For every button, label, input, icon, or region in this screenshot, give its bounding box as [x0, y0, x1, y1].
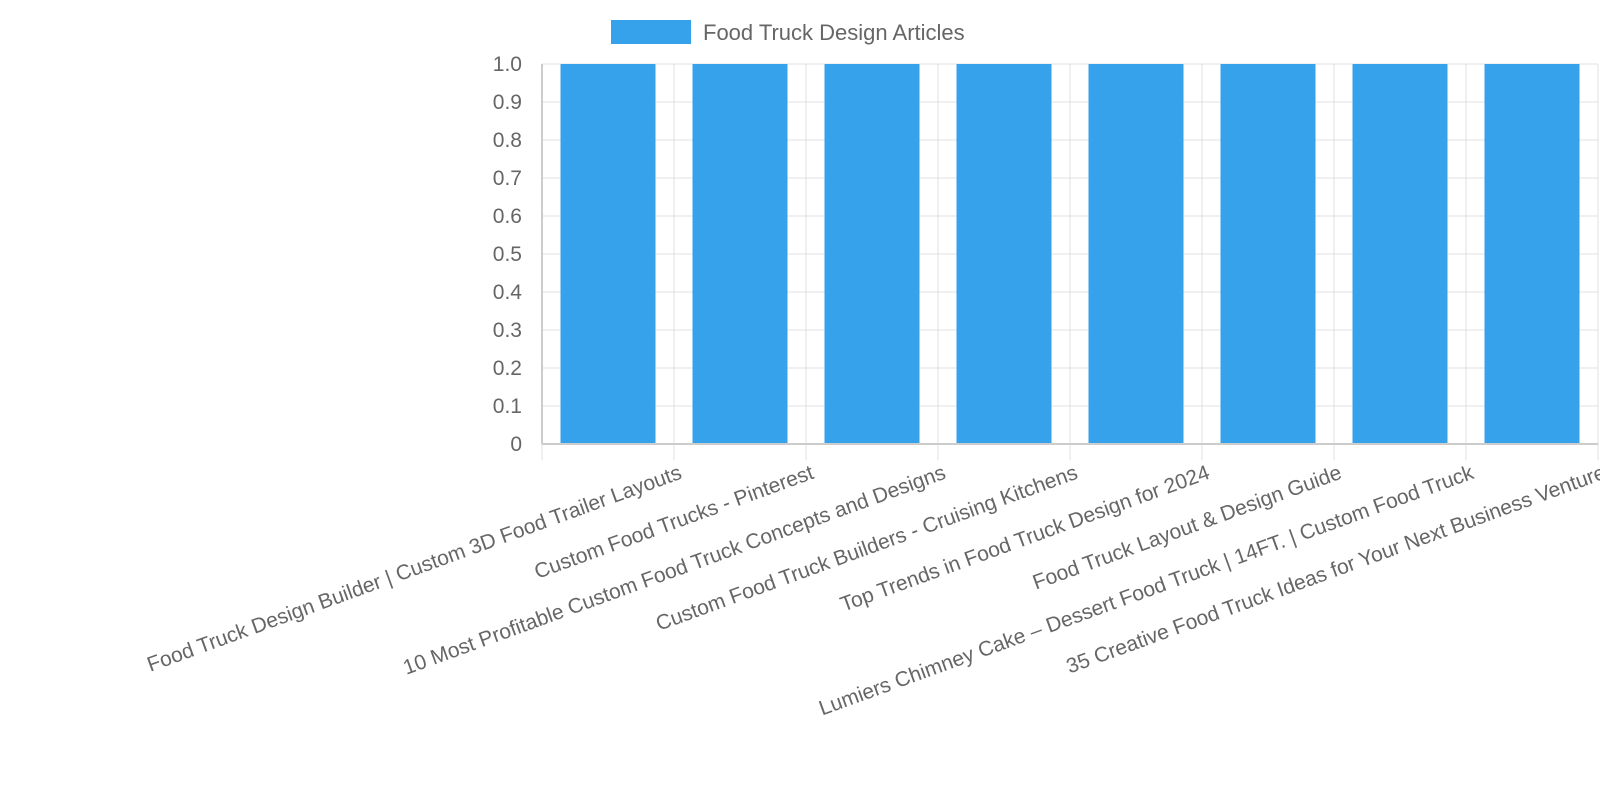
bar[interactable] [1088, 64, 1184, 444]
x-axis: Food Truck Design Builder | Custom 3D Fo… [144, 461, 1600, 720]
y-tick-label: 0.1 [493, 395, 522, 418]
legend-swatch [611, 20, 691, 44]
y-tick-label: 0.3 [493, 319, 522, 342]
y-axis: 0 0.1 0.2 0.3 0.4 0.5 0.6 0.7 0.8 0.9 1.0 [493, 53, 523, 456]
bar[interactable] [692, 64, 788, 444]
bar[interactable] [1220, 64, 1316, 444]
bar[interactable] [560, 64, 656, 444]
y-tick-label: 1.0 [493, 53, 522, 76]
y-tick-label: 0.8 [493, 129, 522, 152]
y-tick-label: 0.7 [493, 167, 522, 190]
y-tick-label: 0.2 [493, 357, 522, 380]
y-tick-label: 0.6 [493, 205, 522, 228]
bars [560, 64, 1580, 444]
x-tick-label: Food Truck Design Builder | Custom 3D Fo… [144, 461, 685, 676]
legend[interactable]: Food Truck Design Articles [611, 20, 965, 45]
bar[interactable] [956, 64, 1052, 444]
x-tick-label: 10 Most Profitable Custom Food Truck Con… [400, 461, 949, 679]
bar[interactable] [1352, 64, 1448, 444]
legend-label: Food Truck Design Articles [703, 20, 965, 45]
y-tick-label: 0.4 [493, 281, 523, 304]
y-tick-label: 0.9 [493, 91, 522, 114]
bar[interactable] [824, 64, 920, 444]
bar[interactable] [1484, 64, 1580, 444]
y-tick-label: 0 [510, 433, 522, 456]
y-tick-label: 0.5 [493, 243, 522, 266]
